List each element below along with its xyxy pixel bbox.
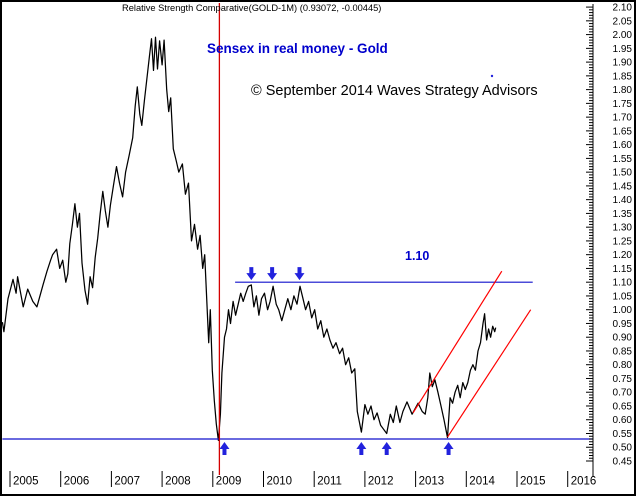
y-tick-label: 1.25: [613, 236, 633, 247]
y-tick-label: 1.80: [613, 85, 633, 96]
y-tick-label: 1.50: [613, 168, 633, 179]
y-tick-label: 0.65: [613, 401, 633, 412]
y-tick-label: 0.45: [613, 457, 633, 468]
y-tick-label: 1.75: [613, 99, 633, 110]
price-line: [1, 36, 497, 442]
up-arrow-icon: [219, 441, 230, 455]
chart-subtitle: Sensex in real money - Gold: [207, 41, 388, 56]
x-tick-label: 2008: [165, 476, 191, 488]
y-tick-label: 1.10: [613, 278, 633, 289]
x-tick-label: 2013: [419, 476, 445, 488]
x-tick-label: 2011: [317, 476, 342, 488]
y-tick-label: 1.90: [613, 58, 633, 69]
x-tick-label: 2015: [520, 476, 546, 488]
y-tick-label: 0.85: [613, 346, 633, 357]
y-tick-label: 1.85: [613, 71, 633, 82]
y-tick-label: 1.45: [613, 181, 633, 192]
resistance-level-label: 1.10: [405, 249, 430, 263]
up-arrow-icon: [381, 441, 392, 455]
y-tick-label: 0.70: [613, 388, 633, 399]
down-arrow-icon: [294, 267, 305, 281]
stray-dot: [490, 74, 494, 78]
chart-title: Relative Strength Comparative(GOLD-1M) (…: [122, 3, 382, 13]
y-tick-label: 0.75: [613, 374, 633, 385]
y-tick-label: 1.55: [613, 154, 633, 165]
channel-trendline-lower: [447, 309, 532, 438]
y-tick-label: 0.80: [613, 360, 633, 371]
up-arrow-icon: [356, 441, 367, 455]
y-tick-label: 1.95: [613, 44, 633, 55]
y-tick-label: 0.95: [613, 319, 633, 330]
y-tick-label: 2.05: [613, 16, 633, 27]
x-tick-label: 2012: [368, 476, 394, 488]
channel-trendline-upper: [412, 270, 503, 414]
copyright-note: © September 2014 Waves Strategy Advisors: [251, 83, 538, 99]
y-tick-label: 1.70: [613, 113, 633, 124]
x-tick-label: 2007: [114, 476, 140, 488]
y-tick-label: 0.50: [613, 443, 633, 454]
x-tick-label: 2016: [571, 476, 597, 488]
y-tick-label: 2.10: [613, 3, 633, 14]
y-tick-label: 1.60: [613, 140, 633, 151]
y-tick-label: 0.90: [613, 333, 633, 344]
x-tick-label: 2006: [64, 476, 90, 488]
down-arrow-icon: [246, 267, 257, 281]
x-tick-label: 2010: [267, 476, 293, 488]
y-tick-label: 2.00: [613, 30, 633, 41]
x-tick-label: 2005: [13, 476, 39, 488]
y-tick-label: 1.15: [613, 264, 633, 275]
y-tick-label: 1.00: [613, 305, 633, 316]
y-tick-label: 0.55: [613, 429, 633, 440]
y-tick-label: 0.60: [613, 415, 633, 426]
y-tick-label: 1.20: [613, 250, 633, 261]
x-tick-label: 2014: [469, 476, 495, 488]
y-tick-label: 1.40: [613, 195, 633, 206]
down-arrow-icon: [267, 267, 278, 281]
up-arrow-icon: [443, 441, 454, 455]
y-tick-label: 1.65: [613, 126, 633, 137]
y-tick-label: 1.30: [613, 223, 633, 234]
x-tick-label: 2009: [216, 476, 242, 488]
y-tick-label: 1.05: [613, 291, 633, 302]
y-tick-label: 1.35: [613, 209, 633, 220]
